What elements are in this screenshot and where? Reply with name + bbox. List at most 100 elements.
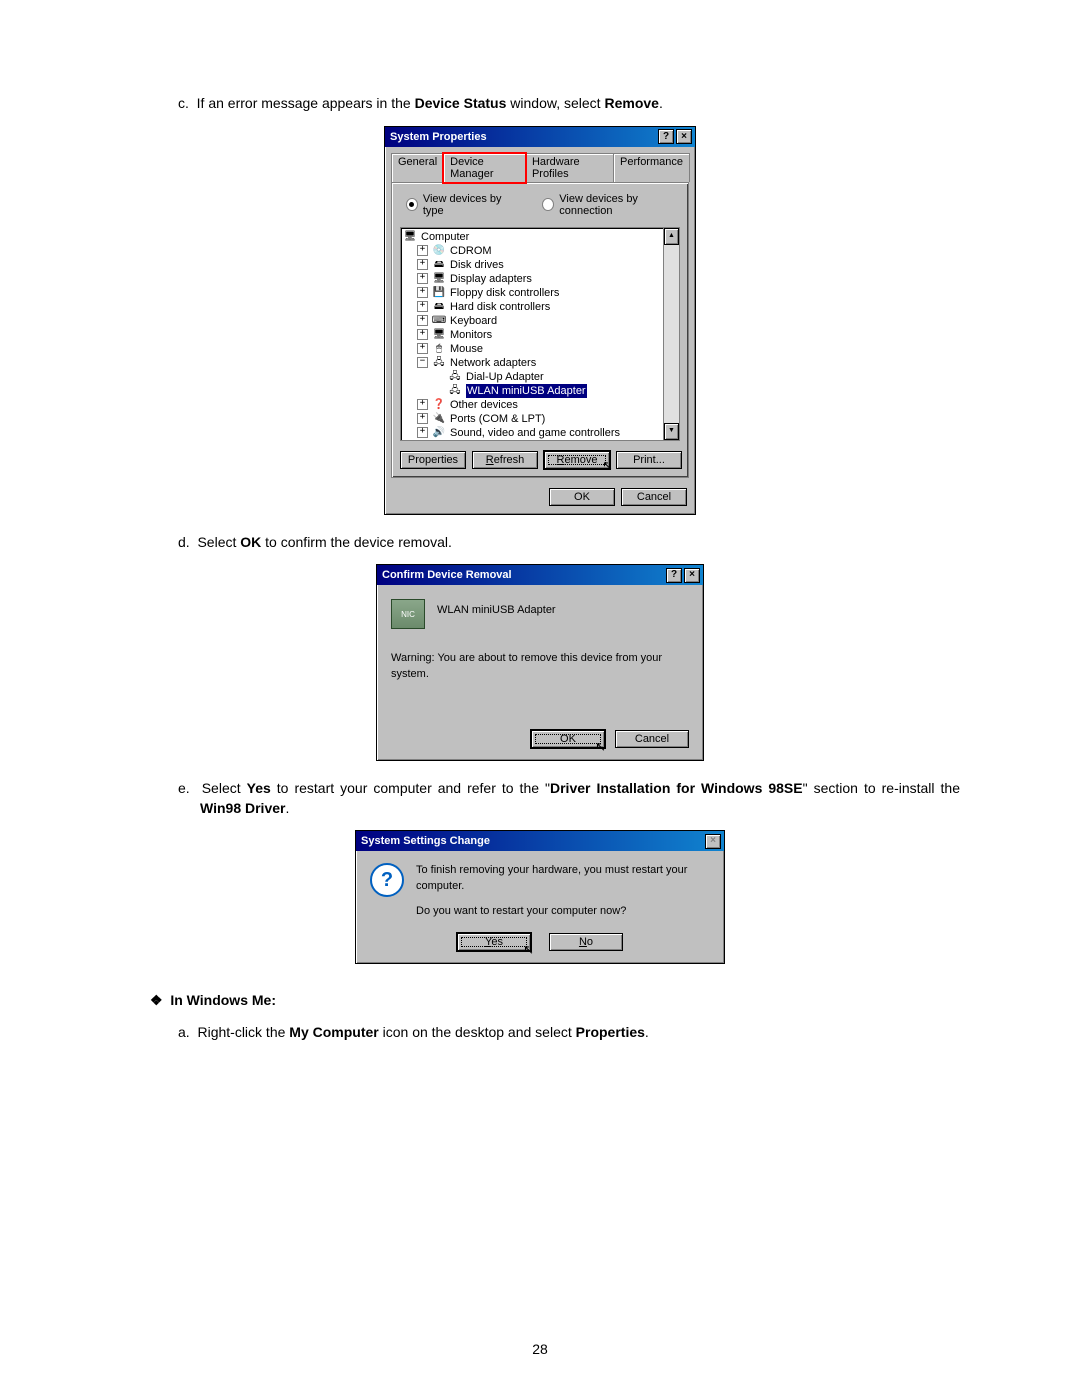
expand-icon[interactable]: + (417, 273, 428, 284)
yes-button[interactable]: Yes↖ (457, 933, 531, 951)
sound-icon: 🔊 (432, 427, 446, 439)
mouse-icon: 🖱 (432, 343, 446, 355)
cursor-icon: ↖ (602, 458, 613, 474)
ok-button[interactable]: OK (549, 488, 615, 506)
device-name: WLAN miniUSB Adapter (437, 599, 689, 618)
tree-item[interactable]: +⌨Keyboard (403, 314, 677, 328)
tree-item[interactable]: +🖴Hard disk controllers (403, 300, 677, 314)
tree-item-network[interactable]: −🖧Network adapters (403, 356, 677, 370)
step-c: c. If an error message appears in the De… (120, 94, 960, 114)
confirm-removal-dialog: Confirm Device Removal ? × NIC WLAN mini… (376, 564, 704, 761)
step-a: a. Right-click the My Computer icon on t… (120, 1023, 960, 1043)
tree-root[interactable]: 🖥Computer (403, 230, 677, 244)
expand-icon[interactable]: + (417, 315, 428, 326)
tab-hardware-profiles[interactable]: Hardware Profiles (525, 153, 614, 182)
tree-item[interactable]: +🖥System devices (403, 440, 677, 441)
device-row: NIC WLAN miniUSB Adapter (391, 599, 689, 629)
radio-label: View devices by connection (559, 193, 680, 217)
dialog-button-row: Yes↖ No (370, 933, 710, 951)
scrollbar[interactable]: ▲ ▼ (663, 228, 679, 440)
tree-item[interactable]: +🖴Disk drives (403, 258, 677, 272)
question-icon: ❓ (432, 399, 446, 411)
step-a-t2: icon on the desktop and select (379, 1024, 576, 1040)
step-c-t2: window, select (506, 95, 604, 111)
tree-item[interactable]: +🖥Display adapters (403, 272, 677, 286)
radio-label: View devices by type (423, 193, 515, 217)
tree-item[interactable]: +🖱Mouse (403, 342, 677, 356)
refresh-button[interactable]: Refresh (472, 451, 538, 469)
scroll-track[interactable] (664, 245, 679, 423)
properties-button[interactable]: Properties (400, 451, 466, 469)
step-d: d. Select OK to confirm the device remov… (120, 533, 960, 553)
radio-dot-icon (406, 198, 418, 211)
monitor-icon: 🖥 (432, 329, 446, 341)
step-c-b1: Device Status (415, 95, 507, 111)
action-button-row: Properties Refresh Remove↖ Print... (400, 451, 680, 469)
expand-icon[interactable]: + (417, 343, 428, 354)
cursor-icon: ↖ (595, 739, 606, 755)
expand-icon[interactable]: + (417, 329, 428, 340)
expand-icon[interactable]: + (417, 245, 428, 256)
tab-device-manager[interactable]: Device Manager (443, 153, 526, 183)
expand-icon[interactable]: + (417, 287, 428, 298)
close-icon[interactable]: × (684, 568, 700, 583)
expand-icon[interactable]: + (417, 301, 428, 312)
remove-button[interactable]: Remove↖ (544, 451, 610, 469)
tab-general[interactable]: General (391, 153, 444, 182)
device-tree[interactable]: 🖥Computer +💿CDROM +🖴Disk drives +🖥Displa… (400, 227, 680, 441)
step-e-t3: " section to re-install the (803, 780, 960, 796)
radio-by-connection[interactable]: View devices by connection (542, 193, 680, 217)
dialog-title: Confirm Device Removal (380, 569, 664, 581)
tree-item[interactable]: +🔊Sound, video and game controllers (403, 426, 677, 440)
step-e-b1: Yes (247, 780, 271, 796)
step-e-b3: Win98 Driver (200, 800, 285, 816)
hdd-icon: 🖴 (432, 301, 446, 313)
cancel-button[interactable]: Cancel (615, 730, 689, 748)
tree-item[interactable]: +💾Floppy disk controllers (403, 286, 677, 300)
tab-panel: View devices by type View devices by con… (391, 182, 689, 478)
settings-change-dialog: System Settings Change × ? To finish rem… (355, 830, 725, 964)
step-a-t3: . (645, 1024, 649, 1040)
step-d-b1: OK (240, 534, 261, 550)
titlebar[interactable]: System Settings Change × (356, 831, 724, 851)
step-e-t4: . (285, 800, 289, 816)
close-icon[interactable]: × (676, 129, 692, 144)
titlebar[interactable]: Confirm Device Removal ? × (377, 565, 703, 585)
print-button[interactable]: Print... (616, 451, 682, 469)
no-button[interactable]: No (549, 933, 623, 951)
computer-icon: 🖥 (403, 231, 417, 243)
tree-item[interactable]: +❓Other devices (403, 398, 677, 412)
tree-item[interactable]: +🖥Monitors (403, 328, 677, 342)
line1: To finish removing your hardware, you mu… (416, 863, 710, 894)
radio-by-type[interactable]: View devices by type (406, 193, 514, 217)
help-icon[interactable]: ? (658, 129, 674, 144)
windows-me-heading: ❖ In Windows Me: (120, 992, 960, 1009)
cancel-button[interactable]: Cancel (621, 488, 687, 506)
scroll-down-icon[interactable]: ▼ (664, 423, 679, 440)
radio-dot-icon (542, 198, 554, 211)
expand-icon[interactable]: + (417, 427, 428, 438)
titlebar[interactable]: System Properties ? × (385, 127, 695, 147)
close-icon[interactable]: × (705, 834, 721, 849)
expand-icon[interactable]: + (417, 413, 428, 424)
expand-icon[interactable]: + (417, 399, 428, 410)
ok-button[interactable]: OK↖ (531, 730, 605, 748)
tree-item-wlan[interactable]: 🖧WLAN miniUSB Adapter (403, 384, 677, 398)
tree-item[interactable]: +💿CDROM (403, 244, 677, 258)
step-a-prefix: a. (178, 1024, 190, 1040)
scroll-up-icon[interactable]: ▲ (664, 228, 679, 245)
figure-settings-change: System Settings Change × ? To finish rem… (120, 830, 960, 964)
message-text: To finish removing your hardware, you mu… (416, 863, 710, 919)
dialog-body: NIC WLAN miniUSB Adapter Warning: You ar… (377, 585, 703, 760)
floppy-icon: 💾 (432, 287, 446, 299)
tree-item[interactable]: +🔌Ports (COM & LPT) (403, 412, 677, 426)
help-icon[interactable]: ? (666, 568, 682, 583)
step-c-t3: . (659, 95, 663, 111)
keyboard-icon: ⌨ (432, 315, 446, 327)
collapse-icon[interactable]: − (417, 357, 428, 368)
tree-item-dialup[interactable]: 🖧Dial-Up Adapter (403, 370, 677, 384)
step-e-t1: Select (202, 780, 247, 796)
tab-performance[interactable]: Performance (613, 153, 690, 182)
cursor-icon: ↖ (523, 942, 534, 958)
expand-icon[interactable]: + (417, 259, 428, 270)
